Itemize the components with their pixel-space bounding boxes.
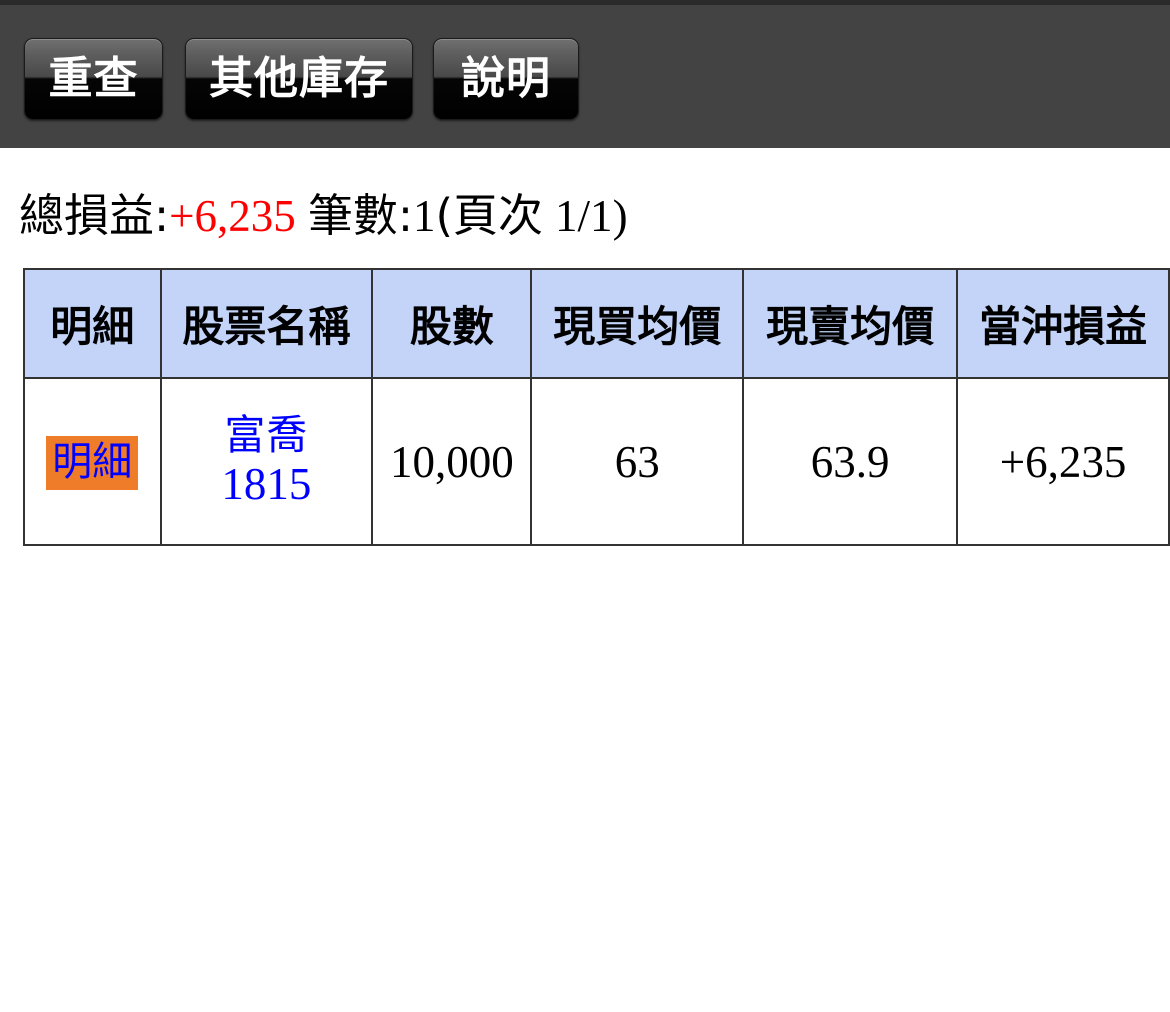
column-header-shares: 股數 [371, 268, 533, 379]
page-close-paren: ) [612, 191, 628, 241]
cell-avg-buy-price: 63 [530, 377, 745, 546]
column-header-detail: 明細 [23, 268, 162, 379]
other-inventory-button[interactable]: 其他庫存 [185, 38, 413, 120]
total-pnl-label: 總損益: [19, 189, 170, 242]
cell-stock-name[interactable]: 富喬 1815 [159, 377, 374, 546]
record-count-value: 1 [412, 191, 436, 241]
detail-link[interactable]: 明細 [46, 435, 139, 490]
cell-shares: 10,000 [371, 377, 533, 546]
record-count-label: 筆數: [307, 189, 413, 242]
help-button[interactable]: 說明 [433, 38, 579, 120]
cell-detail: 明細 [23, 377, 162, 546]
holdings-table: 明細 股票名稱 股數 現買均價 現賣均價 當沖損益 明細 富喬 1815 10,… [23, 268, 1170, 546]
column-header-avg-sell-price: 現賣均價 [742, 268, 959, 379]
total-pnl-value: +6,235 [169, 191, 296, 241]
column-header-avg-buy-price: 現買均價 [530, 268, 745, 379]
column-header-stock-name: 股票名稱 [159, 268, 374, 379]
toolbar: 重查 其他庫存 說明 [0, 0, 1170, 148]
table-header-row: 明細 股票名稱 股數 現買均價 現賣均價 當沖損益 [23, 268, 1170, 379]
stock-link[interactable]: 富喬 1815 [162, 411, 370, 510]
refresh-button[interactable]: 重查 [24, 38, 163, 120]
page-indicator: 1/1 [555, 191, 613, 241]
summary-line: 總損益:+6,235 筆數:1(頁次 1/1) [19, 190, 628, 242]
table-row: 明細 富喬 1815 10,000 63 63.9 +6,235 [23, 377, 1170, 546]
cell-day-trade-pnl: +6,235 [956, 377, 1170, 546]
column-header-day-trade-pnl: 當沖損益 [956, 268, 1170, 379]
stock-code-text: 1815 [221, 459, 312, 510]
stock-name-text: 富喬 [224, 411, 309, 460]
page-open-paren: (頁次 [435, 189, 544, 242]
cell-avg-sell-price: 63.9 [742, 377, 959, 546]
